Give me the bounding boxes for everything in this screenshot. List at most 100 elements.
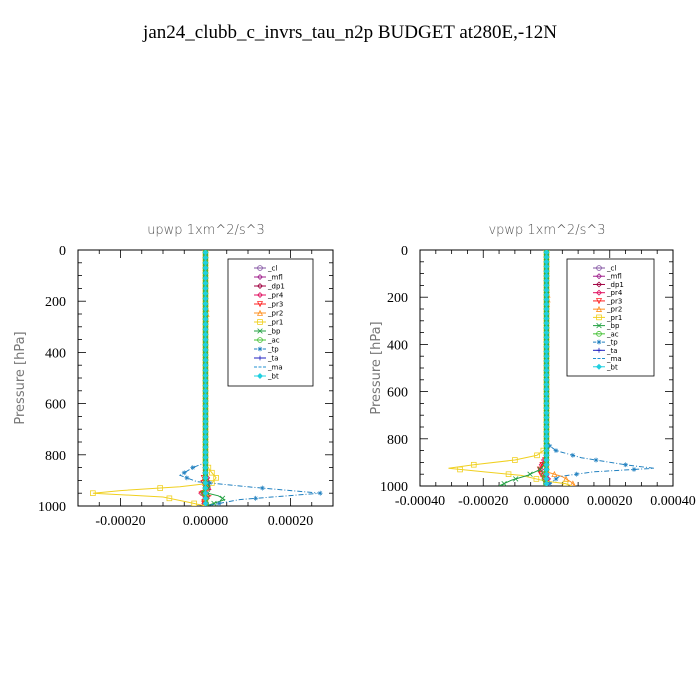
series-pr2-marker [570, 480, 576, 486]
legend-entry: _pr3 [267, 301, 283, 309]
y-axis-label: Pressure [hPa] [13, 331, 28, 424]
series-pr1 [448, 250, 572, 486]
legend-entry: _cl [267, 265, 277, 273]
series-pr1-marker [209, 469, 215, 476]
series-tp-marker [547, 443, 553, 449]
legend-marker [595, 298, 603, 305]
legend-entry: _pr1 [606, 314, 622, 322]
legend-marker [257, 373, 263, 379]
series-pr3-marker [536, 466, 543, 473]
series-tp-marker [570, 452, 576, 458]
series-pr1 [90, 250, 219, 506]
legend-marker [596, 273, 602, 280]
series-tp-marker [553, 448, 559, 453]
y-tick-label: 1000 [380, 480, 408, 495]
series-tp-marker [317, 490, 323, 496]
series-tp-marker [260, 485, 265, 491]
data-area [90, 250, 323, 506]
y-tick-label: 0 [59, 244, 66, 259]
legend-marker [257, 265, 263, 271]
data-area [448, 250, 655, 486]
y-tick-label: 800 [387, 433, 408, 448]
series-tp-marker [253, 495, 259, 501]
series-bt-marker [543, 480, 550, 486]
x-tick-label: 0.00000 [183, 514, 229, 529]
legend-entry: _ma [606, 355, 622, 363]
series-tp-marker [547, 481, 553, 486]
legend-entry: _ac [606, 330, 619, 338]
series-pr1-marker [512, 457, 518, 463]
legend: _cl_mfl_dp1_pr4_pr3_pr2_pr1_bp_ac_tp_ta_… [227, 258, 314, 387]
x-tick-label: 0.00000 [524, 494, 570, 509]
series-bt-marker [202, 500, 209, 506]
y-tick-label: 200 [387, 291, 408, 306]
legend-marker [257, 337, 263, 343]
legend-entry: _pr4 [606, 289, 623, 297]
series-tp-marker [574, 471, 579, 477]
legend-entry: _mfl [267, 274, 283, 282]
legend-entry: _dp1 [267, 283, 285, 291]
legend-marker [257, 328, 263, 334]
x-tick-label: -0.00040 [395, 494, 445, 509]
series-bp-marker [512, 476, 519, 482]
series-pr1-marker [533, 476, 540, 482]
series-bp-marker [527, 471, 533, 477]
series-pr1-line [448, 250, 572, 486]
legend-marker [257, 346, 263, 352]
series-pr1-marker [157, 485, 163, 491]
legend-entry: _ta [606, 347, 618, 355]
legend-entry: _ac [267, 337, 280, 345]
series-pr2-marker [551, 470, 558, 477]
legend-entry: _tp [267, 346, 279, 354]
legend-entry: _pr4 [267, 292, 284, 300]
legend-box [227, 258, 314, 387]
series-tp-line [178, 250, 321, 506]
series-pr1-marker [505, 471, 512, 477]
y-tick-label: 800 [45, 449, 66, 464]
legend-entry: _ta [267, 355, 279, 363]
x-tick-label: -0.00020 [458, 494, 508, 509]
series-tp-marker [207, 480, 213, 486]
panel-2: vpwp 1xm^2/s^3 Pressure [hPa] 0 200 400 600 80… [369, 223, 696, 509]
y-axis-label: Pressure [hPa] [369, 321, 384, 414]
legend-marker [596, 314, 602, 321]
series-tp-marker [216, 501, 222, 506]
series-pr1-marker [470, 461, 477, 468]
y-tick-label: 400 [45, 346, 66, 361]
series-bp-marker [219, 495, 226, 502]
legend-marker [595, 305, 603, 312]
y-tick-label: 600 [45, 398, 66, 413]
legend-marker [257, 319, 263, 325]
series-pr1-marker [191, 500, 197, 506]
series-pr1-marker [90, 490, 96, 496]
legend-marker [257, 292, 263, 298]
panel-1: upwp 1xm^2/s^3 Pressure [hPa] 0 200 400 600 80… [13, 223, 334, 529]
series-bt [543, 250, 550, 486]
series-pr3-marker [537, 471, 545, 478]
legend-marker [596, 347, 602, 353]
series-tp-marker [184, 475, 190, 481]
legend-entry: _bp [267, 328, 281, 336]
legend-entry: _bt [606, 363, 618, 371]
panel-title: upwp 1xm^2/s^3 [147, 223, 265, 238]
legend-marker [257, 283, 263, 289]
legend-entry: _pr2 [606, 306, 622, 314]
series-pr1-marker [166, 495, 173, 502]
series-tp-marker [593, 457, 599, 463]
series-tp-marker [181, 470, 187, 476]
legend-entry: _pr3 [606, 297, 622, 305]
legend-marker [257, 274, 263, 280]
legend-marker [596, 322, 602, 329]
y-tick-label: 200 [45, 295, 66, 310]
series-pr1-marker [534, 452, 540, 459]
legend-entry: _pr2 [267, 310, 283, 318]
legend-marker [596, 331, 602, 337]
legend-entry: _bp [606, 322, 620, 330]
legend-marker [256, 309, 264, 316]
y-tick-label: 1000 [38, 500, 66, 515]
series-tp-marker [631, 467, 637, 472]
legend-box [566, 258, 655, 377]
legend-entry: _pr1 [267, 319, 283, 327]
legend-marker [257, 355, 263, 361]
